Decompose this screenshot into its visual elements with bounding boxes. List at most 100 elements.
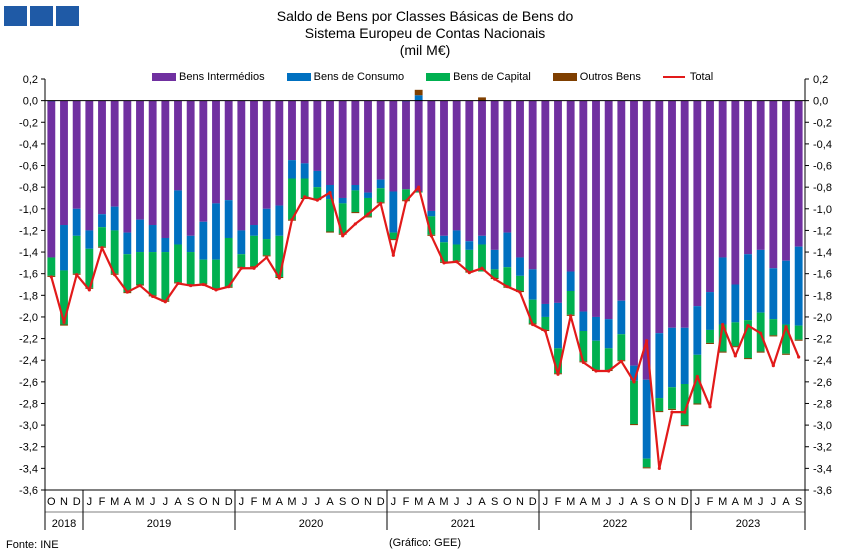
total-point (151, 294, 155, 298)
bar-segment-capital (503, 267, 512, 287)
bar-segment-capital (60, 270, 68, 325)
bar-segment-intermedios (592, 100, 600, 317)
y-tick-label-left: -2,2 (19, 334, 38, 346)
bar-segment-consumo (528, 269, 537, 300)
bar-segment-consumo (566, 271, 575, 291)
bar-segment-capital (212, 259, 220, 289)
bar-segment-intermedios (262, 100, 271, 209)
bar-segment-capital (123, 254, 132, 293)
bar-segment-capital (364, 197, 372, 217)
total-point (417, 185, 421, 189)
x-tick-label: J (606, 496, 612, 508)
bar-segment-capital (351, 190, 360, 213)
bar-segment-consumo (642, 379, 651, 459)
x-tick-label: J (619, 496, 625, 508)
bar-segment-consumo (592, 316, 600, 341)
bar-segment-intermedios (756, 100, 765, 250)
x-tick-label: M (591, 496, 600, 508)
bar-segment-capital (72, 235, 81, 274)
bar-segment-consumo (452, 230, 461, 245)
bar-segment-consumo (300, 163, 309, 179)
y-tick-label-right: -3,4 (813, 463, 832, 475)
bar-segment-intermedios (110, 100, 119, 207)
total-point (176, 281, 180, 286)
total-point (480, 266, 484, 270)
bar-segment-consumo (186, 235, 195, 253)
x-tick-label: A (478, 496, 486, 508)
total-point (353, 222, 357, 226)
bar-segment-outros (782, 353, 790, 355)
bar-segment-outros (364, 216, 372, 218)
bar-segment-capital (275, 235, 284, 277)
total-point (125, 290, 129, 294)
bar-segment-capital (440, 242, 448, 262)
total-point (594, 369, 598, 373)
title-line-3: (mil M€) (399, 42, 451, 58)
bar-segment-consumo (199, 221, 208, 260)
bar-segment-outros (326, 231, 334, 233)
y-tick-label-right: -3,2 (813, 442, 832, 454)
bar-segment-consumo (478, 235, 486, 245)
bar-segment-consumo (782, 260, 790, 325)
total-point (581, 360, 585, 364)
bar-segment-consumo (668, 327, 676, 388)
year-label: 2018 (52, 518, 76, 530)
bar-segment-intermedios (655, 100, 664, 334)
bar-segment-consumo (110, 206, 119, 231)
total-point (733, 354, 737, 358)
bar-segment-capital (478, 244, 486, 272)
legend-swatch-outros (552, 73, 577, 81)
legend-item-outros: Outros Bens (552, 71, 641, 83)
bar-segment-intermedios (718, 100, 727, 258)
total-point (543, 329, 547, 333)
total-point (721, 322, 725, 327)
bar-segment-intermedios (376, 100, 385, 180)
y-tick-label-left: -2,8 (19, 398, 38, 410)
y-tick-label-right: -2,2 (813, 334, 832, 346)
total-point (759, 331, 763, 335)
bar-segment-outros (731, 346, 740, 348)
total-point (113, 273, 117, 277)
x-tick-label: A (630, 496, 638, 508)
bar-segment-intermedios (364, 100, 372, 193)
x-tick-label: F (403, 496, 410, 508)
bar-segment-capital (288, 178, 296, 220)
total-point (138, 283, 142, 288)
total-point (746, 324, 750, 328)
total-point (429, 234, 433, 238)
total-point (87, 288, 91, 292)
bar-segment-capital (668, 387, 676, 409)
bar-segment-intermedios (617, 100, 626, 301)
bar-segment-consumo (617, 300, 626, 335)
y-tick-label-right: -2,8 (813, 398, 832, 410)
bar-segment-intermedios (313, 100, 322, 171)
bar-segment-consumo (351, 184, 360, 191)
bar-segment-intermedios (680, 100, 689, 328)
x-tick-label: J (391, 496, 397, 508)
year-label: 2021 (451, 518, 475, 530)
bar-segment-consumo (275, 205, 284, 236)
y-tick-label-left: -2,6 (19, 377, 38, 389)
y-tick-label-left: -0,4 (19, 139, 38, 151)
bar-segment-capital (262, 239, 271, 256)
bar-segment-consumo (389, 191, 398, 233)
y-tick-label-right: -1,0 (813, 204, 832, 216)
bar-segment-consumo (490, 249, 499, 270)
bar-segment-capital (465, 249, 474, 272)
bar-segment-consumo (136, 219, 144, 253)
bar-segment-capital (85, 248, 94, 288)
y-tick-label-right: -0,2 (813, 117, 832, 129)
bar-segment-capital (98, 227, 106, 247)
legend-swatch-capital (426, 73, 451, 81)
bar-segment-outros (630, 424, 638, 426)
total-point (645, 339, 649, 343)
y-tick-label-left: -0,6 (19, 161, 38, 173)
bar-segment-intermedios (212, 100, 220, 204)
x-tick-label: M (743, 496, 752, 508)
bar-segment-intermedios (794, 100, 803, 247)
y-tick-label-left: 0,0 (23, 96, 38, 108)
x-tick-label: J (87, 496, 93, 508)
x-tick-label: J (150, 496, 156, 508)
legend-item-capital: Bens de Capital (426, 71, 531, 83)
